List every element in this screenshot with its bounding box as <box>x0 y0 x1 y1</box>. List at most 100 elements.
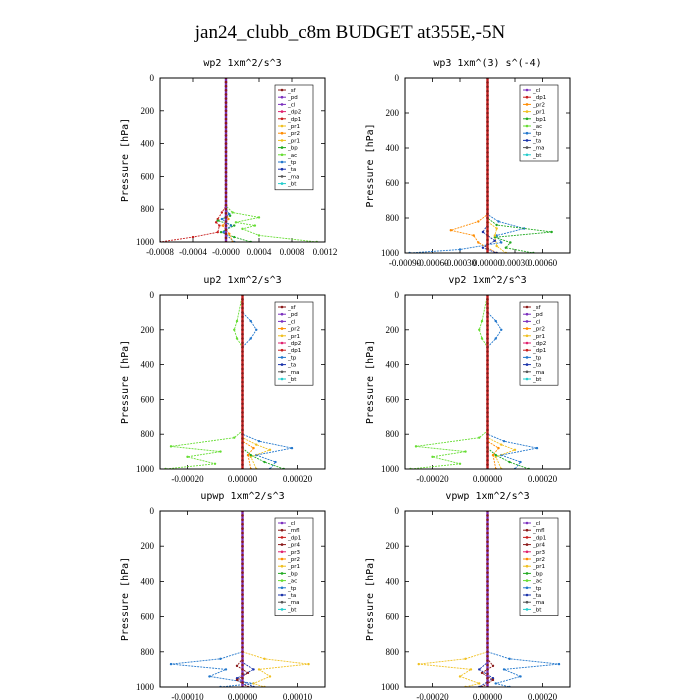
zero-line-marker <box>224 171 228 174</box>
zero-line-marker <box>486 354 489 358</box>
series-point-bp <box>494 453 497 457</box>
zero-line-marker <box>224 224 228 227</box>
legend-marker <box>525 564 529 568</box>
zero-line-marker <box>241 315 244 319</box>
plot-area <box>409 295 539 469</box>
series-point-dp1 <box>214 221 218 224</box>
x-tick-label: -0.00090 <box>389 258 422 268</box>
zero-line-marker <box>241 672 244 676</box>
zero-line-marker <box>486 345 489 349</box>
panel-4: vp2 1xm^2/s^3 Pressure [hPa] 0 200 400 600 800… <box>365 275 571 484</box>
legend-entry: _pr1 <box>287 564 300 570</box>
zero-line-marker <box>241 580 244 583</box>
legend-entry: _mfl <box>532 528 545 534</box>
legend-marker <box>280 356 284 359</box>
legend-marker <box>280 117 284 121</box>
series-point-tp <box>557 662 561 666</box>
zero-line-marker <box>486 549 489 552</box>
zero-line-marker <box>241 450 244 453</box>
legend-entry: _pr2 <box>287 131 300 137</box>
zero-line-marker <box>486 597 489 601</box>
series-point-pr1 <box>417 662 420 666</box>
legend-marker <box>280 110 284 113</box>
legend: _cl_mfl_dp1_pr4_pr3_pr2_pr1_bp_ac_tp_ta_… <box>519 517 559 616</box>
legend-entry: _bt <box>532 153 542 159</box>
series-ta <box>481 78 497 253</box>
series-point-pr1 <box>268 675 272 678</box>
series-pr1 <box>242 511 309 687</box>
x-tick-label: 0.00060 <box>528 258 558 268</box>
legend-marker <box>525 356 529 359</box>
panel-6: vpwp 1xm^2/s^3 Pressure [hPa] 0 200 400 600 80… <box>365 491 571 700</box>
series-point-pr4 <box>491 678 495 682</box>
x-tick-label: 0.00020 <box>283 474 313 484</box>
series-point-pr1 <box>495 244 498 248</box>
zero-line-marker <box>486 142 489 145</box>
zero-line-marker <box>486 129 489 132</box>
series-point-tp <box>535 446 539 450</box>
zero-line-marker <box>241 632 244 636</box>
legend-marker <box>525 536 529 539</box>
series-point-pr2 <box>228 232 231 235</box>
plot-frame <box>159 294 326 470</box>
legend-marker <box>280 348 284 352</box>
zero-line-marker <box>486 558 489 561</box>
zero-line-marker <box>486 646 489 649</box>
y-tick-label: 800 <box>141 429 155 439</box>
legend-marker <box>525 131 529 135</box>
zero-line-marker <box>486 107 489 110</box>
zero-line-marker <box>486 302 489 306</box>
zero-line-marker <box>241 441 244 445</box>
series-point-pr2 <box>252 446 255 450</box>
series-point-bp1 <box>495 223 498 227</box>
legend-entry: _tp <box>532 355 542 361</box>
zero-line-marker <box>486 350 489 353</box>
legend-entry: _dp2 <box>287 341 301 347</box>
y-tick-label: 600 <box>386 178 400 188</box>
zero-line-marker <box>224 125 228 129</box>
zero-line-marker <box>486 177 489 180</box>
zero-line-marker <box>224 232 228 236</box>
legend-marker <box>280 572 284 575</box>
zero-line-marker <box>486 203 489 207</box>
series-point-ac <box>431 455 434 459</box>
zero-line-marker <box>486 190 489 194</box>
legend-marker <box>280 153 284 157</box>
zero-line-marker <box>224 93 228 96</box>
series-point-pr4 <box>235 678 239 682</box>
legend-marker <box>280 327 284 330</box>
series-point-tp <box>220 217 224 221</box>
zero-line-marker <box>241 324 244 327</box>
x-tick-label: 0.00030 <box>500 258 530 268</box>
series-point-bp <box>219 230 223 234</box>
series-point-pr4 <box>235 664 239 668</box>
panel-title: wp2 1xm^2/s^3 <box>203 58 281 69</box>
legend-entry: _ac <box>287 153 297 159</box>
panel-title: up2 1xm^2/s^3 <box>203 275 281 286</box>
series-point-ta <box>491 677 495 680</box>
legend-marker <box>525 110 529 113</box>
panel-3: up2 1xm^2/s^3 Pressure [hPa] 0 200 400 600 800… <box>120 275 326 484</box>
y-axis-label: Pressure [hPa] <box>365 340 376 424</box>
x-tick-label: 0.00000 <box>228 474 258 484</box>
legend-marker <box>525 327 529 330</box>
zero-line-marker <box>224 166 228 170</box>
series-point-ac <box>257 216 261 219</box>
zero-line-marker <box>224 80 228 84</box>
legend-entry: _pr1 <box>287 124 300 130</box>
zero-line-marker <box>224 228 228 231</box>
y-axis-label: Pressure [hPa] <box>120 340 131 424</box>
series-point-bp1 <box>550 230 553 234</box>
y-tick-label: 1000 <box>136 464 155 474</box>
y-tick-label: 1000 <box>381 464 400 474</box>
series-point-tp <box>519 460 522 464</box>
zero-line-marker <box>241 363 244 366</box>
legend-entry: _sf <box>532 305 542 311</box>
zero-line-marker <box>486 402 489 406</box>
x-tick-label: -0.00020 <box>416 474 449 484</box>
panel-title: vp2 1xm^2/s^3 <box>448 275 526 286</box>
plot-frame <box>159 77 326 243</box>
y-tick-label: 400 <box>386 143 400 153</box>
series-point-tp <box>228 212 231 216</box>
x-tick-label: 0.00000 <box>228 692 258 700</box>
